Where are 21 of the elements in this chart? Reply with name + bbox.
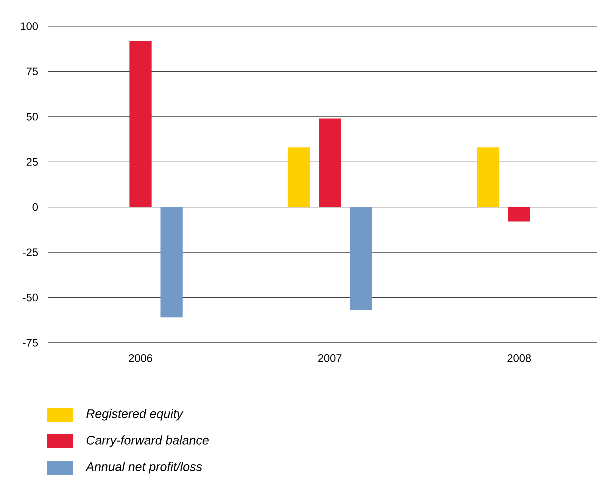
bar — [477, 148, 500, 208]
bar — [130, 40, 152, 208]
y-tick-label: 50 — [26, 113, 38, 121]
y-tick-label: 25 — [26, 158, 38, 166]
bar — [350, 207, 372, 310]
x-tick-label: 2006 — [129, 354, 152, 362]
legend-label: Carry-forward balance — [86, 436, 209, 448]
bar — [160, 207, 183, 318]
bar — [319, 118, 342, 208]
legend-label: Annual net profit/loss — [86, 462, 202, 474]
y-tick-label: 75 — [26, 68, 38, 76]
y-tick-label: -75 — [23, 339, 38, 347]
y-tick-label: -25 — [23, 248, 38, 256]
bar — [288, 148, 310, 208]
x-tick-label: 2007 — [318, 354, 342, 362]
y-tick-label: 100 — [21, 22, 38, 30]
x-tick-label: 2008 — [508, 354, 532, 362]
y-tick-label: 0 — [32, 203, 38, 212]
bar — [508, 207, 530, 222]
y-tick-label: -50 — [23, 294, 38, 302]
legend-label: Registered equity — [86, 409, 184, 421]
